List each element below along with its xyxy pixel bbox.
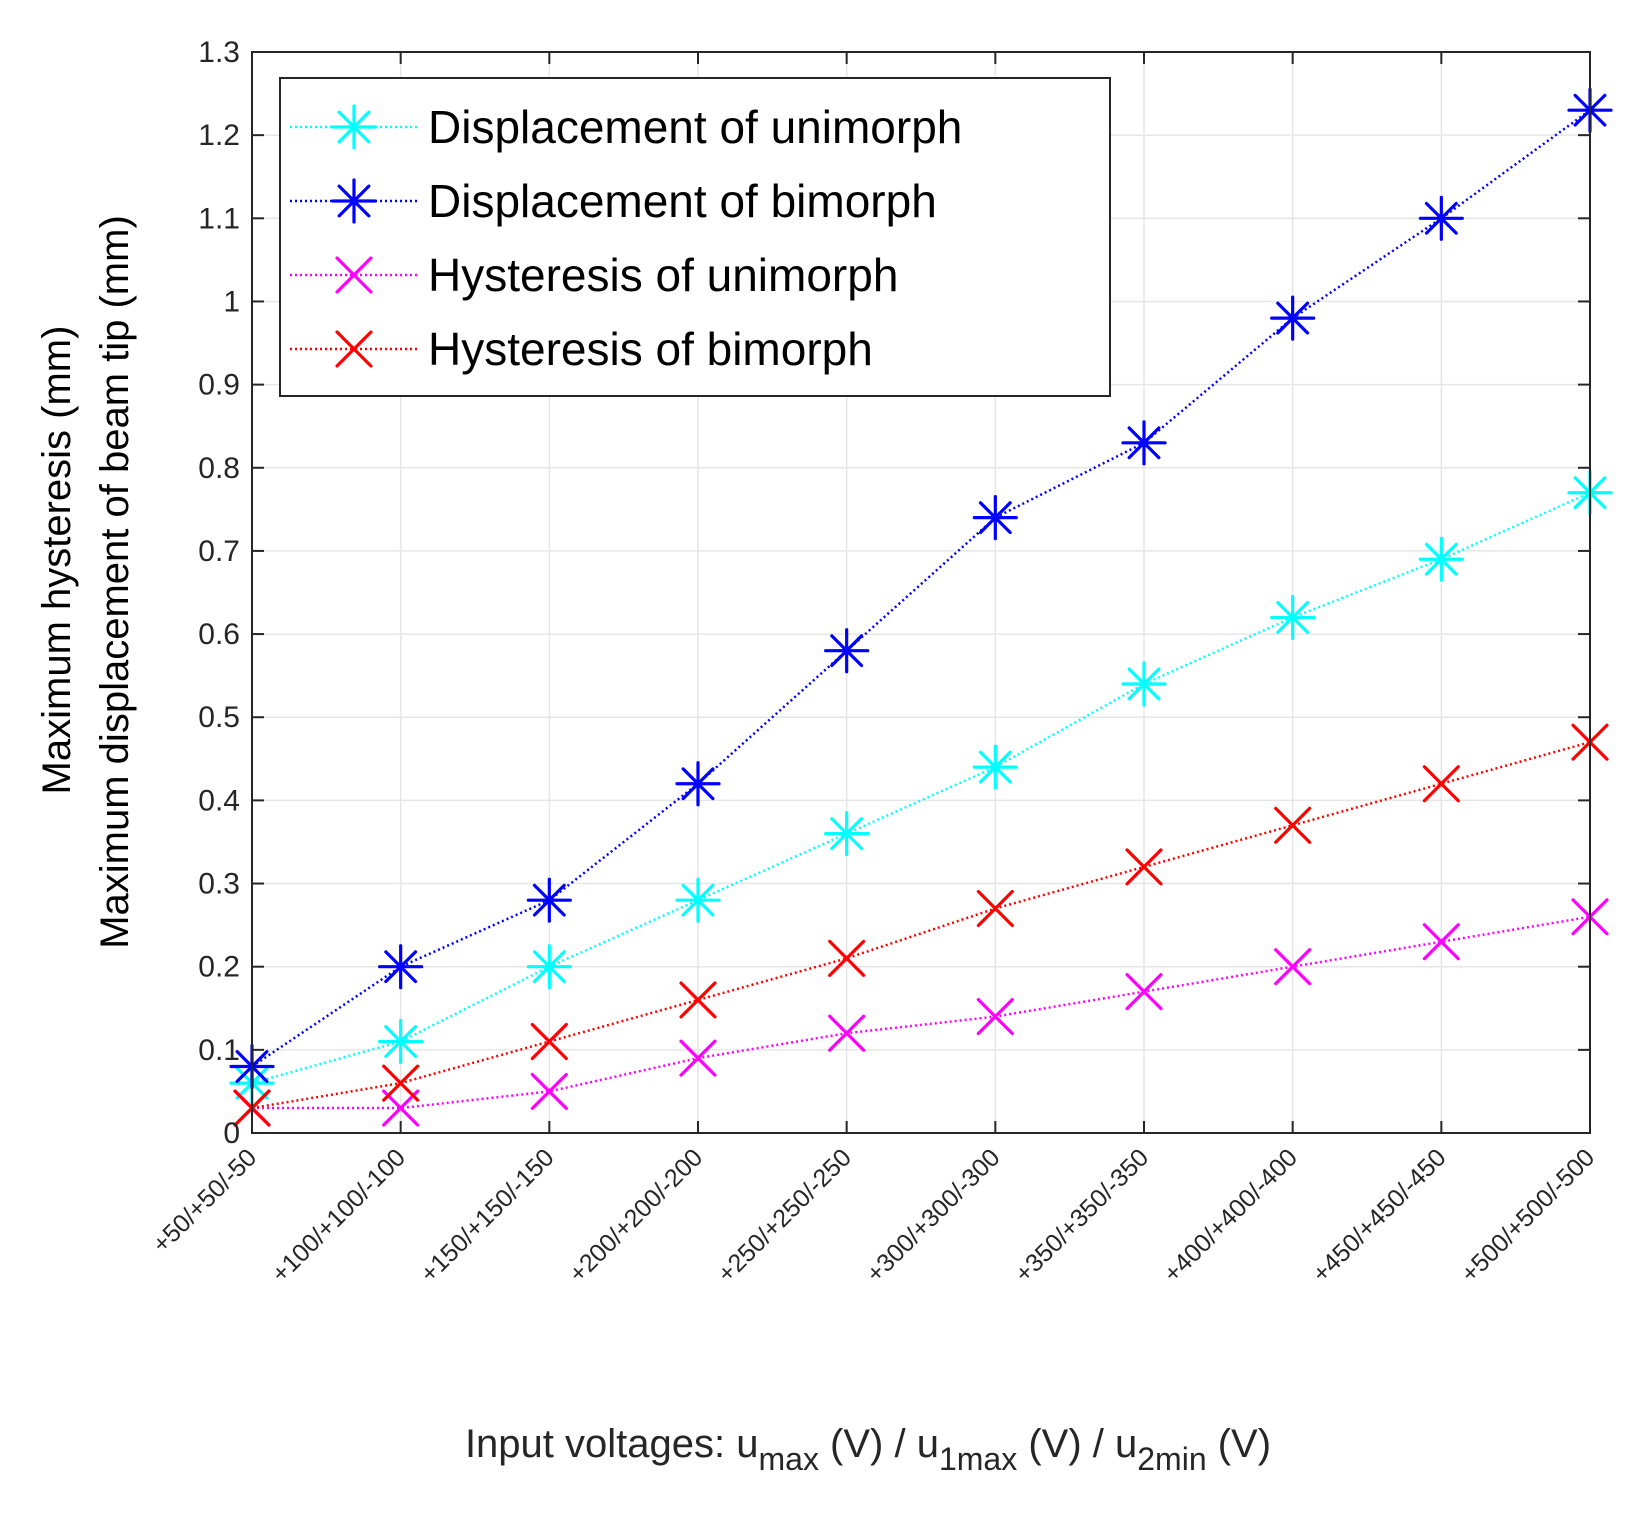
y-tick-label: 1.3: [198, 36, 240, 69]
x-axis-label-sub-2min: 2min: [1137, 1441, 1206, 1477]
data-point-displacement-of-bimorph: [378, 944, 424, 990]
legend-label-displacement-of-bimorph: Displacement of bimorph: [428, 175, 937, 227]
series-line-hysteresis-of-bimorph: [251, 740, 1591, 1110]
data-point-hysteresis-of-unimorph: [679, 1039, 717, 1077]
data-point-displacement-of-unimorph: [675, 877, 721, 923]
y-tick-label: 0.8: [198, 452, 240, 485]
x-axis-label-part3: (V) / u: [1017, 1422, 1137, 1466]
data-point-displacement-of-unimorph: [378, 1018, 424, 1065]
data-point-hysteresis-of-unimorph: [530, 1072, 568, 1110]
y-tick-label: 1.2: [198, 119, 240, 152]
y-axis-label-displacement: Maximum displacement of beam tip (mm): [93, 215, 137, 949]
y-tick-label: 0.6: [198, 618, 240, 651]
y-tick-label: 1.1: [198, 202, 240, 235]
data-point-displacement-of-unimorph: [1418, 536, 1464, 582]
data-point-displacement-of-bimorph: [1418, 195, 1464, 241]
data-point-displacement-of-bimorph: [526, 877, 572, 923]
y-tick-label: 0.4: [198, 784, 240, 817]
data-point-hysteresis-of-bimorph: [1274, 806, 1312, 844]
series-line-displacement-of-unimorph: [251, 491, 1591, 1085]
data-point-displacement-of-bimorph: [972, 495, 1018, 541]
legend-marker-displacement-of-bimorph: [331, 178, 377, 224]
legend-marker-hysteresis-of-bimorph: [335, 330, 373, 368]
x-axis-label: Input voltages: umax (V) / u1max (V) / u…: [465, 1422, 1271, 1477]
y-tick-label: 0.5: [198, 701, 240, 734]
series-hysteresis-of-unimorph: [233, 898, 1609, 1127]
legend-item-displacement-of-bimorph: Displacement of bimorph: [290, 175, 937, 227]
y-axis-ticks: 0 0.1 0.2 0.3 0.4 0.5 0.6 0.7 0.8 0.9 1 1.1 1.2 1.3: [198, 36, 1590, 1150]
x-tick-label: +500/+500/-500: [1456, 1143, 1601, 1288]
series-displacement-of-bimorph: [229, 87, 1613, 1090]
x-tick-label: +150/+150/-150: [415, 1143, 560, 1288]
data-point-displacement-of-unimorph: [526, 944, 572, 990]
x-tick-label: +450/+450/-450: [1307, 1143, 1452, 1288]
data-point-hysteresis-of-unimorph: [1125, 973, 1163, 1011]
data-point-hysteresis-of-unimorph: [976, 998, 1014, 1036]
data-point-hysteresis-of-unimorph: [1422, 923, 1460, 961]
data-point-hysteresis-of-bimorph: [382, 1064, 420, 1102]
legend-item-hysteresis-of-bimorph: Hysteresis of bimorph: [290, 323, 873, 375]
series-displacement-of-unimorph: [229, 470, 1613, 1106]
y-tick-label: 0.2: [198, 951, 240, 984]
data-point-hysteresis-of-bimorph: [976, 889, 1014, 928]
data-point-hysteresis-of-bimorph: [679, 981, 717, 1019]
y-tick-label: 0.7: [198, 535, 240, 568]
x-axis-label-suffix: (V): [1207, 1422, 1271, 1466]
legend-item-displacement-of-unimorph: Displacement of unimorph: [290, 101, 962, 153]
x-axis-label-prefix: Input voltages: u: [465, 1422, 759, 1466]
x-axis-label-sub-max: max: [758, 1441, 818, 1477]
data-point-displacement-of-bimorph: [1270, 295, 1316, 341]
data-point-hysteresis-of-bimorph: [828, 939, 866, 977]
data-point-displacement-of-unimorph: [972, 744, 1018, 790]
y-tick-label: 0: [223, 1117, 240, 1150]
x-tick-label: +250/+250/-250: [712, 1143, 857, 1288]
data-point-displacement-of-unimorph: [1121, 661, 1167, 707]
x-axis-label-sub-1max: 1max: [939, 1441, 1017, 1477]
data-point-displacement-of-bimorph: [824, 628, 870, 674]
data-point-displacement-of-unimorph: [824, 811, 870, 857]
y-tick-label: 1: [223, 285, 240, 318]
data-point-hysteresis-of-bimorph: [1125, 848, 1163, 886]
legend-marker-displacement-of-unimorph: [331, 104, 377, 150]
series-line-hysteresis-of-unimorph: [252, 915, 1591, 1110]
x-tick-label: +350/+350/-350: [1010, 1143, 1155, 1288]
y-tick-label: 0.3: [198, 868, 240, 901]
legend: Displacement of unimorph Displacement of …: [279, 77, 1111, 397]
legend-marker-hysteresis-of-unimorph: [335, 256, 373, 294]
x-tick-label: +100/+100/-100: [266, 1143, 411, 1288]
series-hysteresis-of-bimorph: [233, 723, 1609, 1127]
y-tick-label: 0.1: [198, 1034, 240, 1067]
x-tick-label: +50/+50/-50: [147, 1143, 262, 1258]
x-axis-label-part2: (V) / u: [819, 1422, 939, 1466]
data-point-hysteresis-of-unimorph: [1274, 948, 1312, 986]
x-tick-label: +200/+200/-200: [564, 1143, 709, 1288]
y-axis-label-hysteresis: Maximum hysteresis (mm): [35, 326, 79, 795]
legend-label-displacement-of-unimorph: Displacement of unimorph: [428, 101, 962, 153]
data-point-hysteresis-of-bimorph: [1422, 765, 1460, 803]
legend-label-hysteresis-of-unimorph: Hysteresis of unimorph: [428, 249, 898, 301]
data-point-displacement-of-bimorph: [675, 761, 721, 807]
legend-item-hysteresis-of-unimorph: Hysteresis of unimorph: [290, 249, 898, 301]
data-point-displacement-of-bimorph: [1121, 420, 1167, 466]
data-point-displacement-of-unimorph: [1270, 594, 1316, 641]
x-tick-label: +300/+300/-300: [861, 1143, 1006, 1288]
data-point-hysteresis-of-unimorph: [382, 1089, 420, 1127]
legend-label-hysteresis-of-bimorph: Hysteresis of bimorph: [428, 323, 873, 375]
x-tick-label: +400/+400/-400: [1158, 1143, 1303, 1288]
series-line-displacement-of-bimorph: [251, 109, 1591, 1068]
plot-area-frame: [251, 51, 1591, 1134]
y-tick-label: 0.9: [198, 369, 240, 402]
data-point-hysteresis-of-unimorph: [828, 1014, 866, 1052]
legend-box: [279, 77, 1111, 397]
data-point-hysteresis-of-bimorph: [530, 1022, 568, 1061]
